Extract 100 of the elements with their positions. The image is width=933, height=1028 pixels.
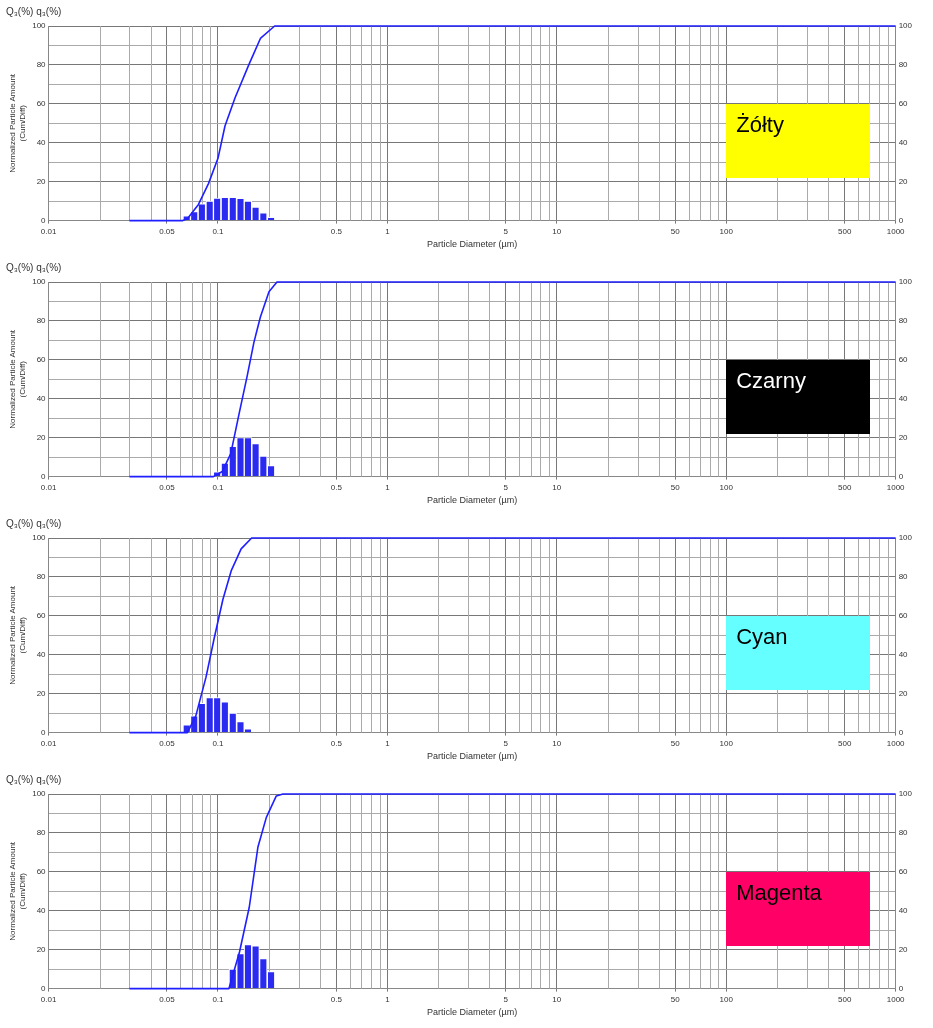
x-tick-label: 0.1 [212, 994, 225, 1004]
y-tick-label: 40 [36, 649, 47, 659]
chart-title: Q₃(%) q₃(%) [6, 5, 62, 17]
x-tick-label: 0.05 [159, 994, 176, 1004]
x-tick-label: 500 [837, 994, 852, 1004]
y-axis-title: Normalized Particle Amount (Cum/Diff) [8, 585, 27, 685]
x-tick-label: 0.01 [40, 482, 57, 492]
x-tick-label: 5 [503, 482, 509, 492]
x-tick-label: 50 [670, 226, 681, 236]
y2-tick-label: 0 [898, 983, 904, 993]
y2-tick-label: 40 [898, 137, 909, 147]
x-tick-label: 1 [385, 482, 391, 492]
x-tick-label: 500 [837, 738, 852, 748]
y-tick-label: 20 [36, 944, 47, 954]
x-tick-label: 0.05 [159, 482, 176, 492]
x-tick-label: 1 [385, 994, 391, 1004]
x-tick-label: 5 [503, 738, 509, 748]
chart-title: Q₃(%) q₃(%) [6, 261, 62, 273]
y-tick-label: 40 [36, 905, 47, 915]
x-axis-title: Particle Diameter (µm) [427, 1007, 518, 1018]
y2-tick-label: 20 [898, 176, 909, 186]
y2-tick-label: 100 [898, 21, 913, 31]
y-tick-label: 100 [32, 789, 47, 799]
y2-tick-label: 0 [898, 471, 904, 481]
x-tick-label: 0.5 [330, 482, 343, 492]
y-tick-label: 100 [32, 277, 47, 287]
y2-tick-label: 20 [898, 944, 909, 954]
y-tick-label: 80 [36, 572, 47, 582]
x-tick-label: 100 [719, 738, 734, 748]
y2-tick-label: 100 [898, 533, 913, 543]
y-tick-label: 40 [36, 137, 47, 147]
y-tick-label: 20 [36, 176, 47, 186]
x-tick-label: 0.01 [40, 994, 57, 1004]
x-tick-label: 50 [670, 482, 681, 492]
x-tick-label: 0.05 [159, 226, 176, 236]
y-tick-label: 20 [36, 688, 47, 698]
x-tick-label: 50 [670, 738, 681, 748]
y-tick-label: 0 [41, 727, 47, 737]
y2-tick-label: 0 [898, 727, 904, 737]
label-box: Czarny [726, 359, 871, 434]
y2-tick-label: 20 [898, 688, 909, 698]
y-axis-title: Normalized Particle Amount (Cum/Diff) [8, 841, 27, 941]
chart-title: Q₃(%) q₃(%) [6, 517, 62, 529]
label-box: Magenta [726, 871, 871, 946]
x-axis-title: Particle Diameter (µm) [427, 751, 518, 762]
x-tick-label: 0.01 [40, 738, 57, 748]
y2-tick-label: 80 [898, 572, 909, 582]
y2-tick-label: 0 [898, 215, 904, 225]
label-box: Cyan [726, 615, 871, 690]
x-tick-label: 1000 [886, 994, 906, 1004]
y-tick-label: 0 [41, 215, 47, 225]
x-axis-title: Particle Diameter (µm) [427, 495, 518, 506]
y2-tick-label: 100 [898, 277, 913, 287]
label-box: Żółty [726, 103, 871, 178]
x-tick-label: 1000 [886, 482, 906, 492]
x-tick-label: 5 [503, 994, 509, 1004]
x-tick-label: 50 [670, 994, 681, 1004]
y2-tick-label: 40 [898, 649, 909, 659]
y-axis-title: Normalized Particle Amount (Cum/Diff) [8, 73, 27, 173]
y2-tick-label: 60 [898, 867, 909, 877]
x-tick-label: 500 [837, 482, 852, 492]
x-tick-label: 100 [719, 994, 734, 1004]
y-tick-label: 60 [36, 99, 47, 109]
y-tick-label: 20 [36, 432, 47, 442]
y2-tick-label: 80 [898, 60, 909, 70]
y-axis-title: Normalized Particle Amount (Cum/Diff) [8, 329, 27, 429]
x-tick-label: 1000 [886, 226, 906, 236]
x-axis-title: Particle Diameter (µm) [427, 239, 518, 250]
y2-tick-label: 60 [898, 99, 909, 109]
y-tick-label: 100 [32, 533, 47, 543]
x-tick-label: 0.5 [330, 226, 343, 236]
y-tick-label: 60 [36, 355, 47, 365]
y2-tick-label: 60 [898, 355, 909, 365]
x-tick-label: 0.1 [212, 738, 225, 748]
x-tick-label: 5 [503, 226, 509, 236]
y-tick-label: 0 [41, 471, 47, 481]
x-tick-label: 500 [837, 226, 852, 236]
x-tick-label: 100 [719, 482, 734, 492]
y2-tick-label: 40 [898, 905, 909, 915]
y-tick-label: 40 [36, 393, 47, 403]
x-tick-label: 0.5 [330, 994, 343, 1004]
y2-tick-label: 80 [898, 316, 909, 326]
x-tick-label: 0.5 [330, 738, 343, 748]
x-tick-label: 100 [719, 226, 734, 236]
x-tick-label: 10 [552, 738, 562, 748]
y-tick-label: 100 [32, 21, 47, 31]
x-tick-label: 0.05 [159, 738, 176, 748]
y-tick-label: 0 [41, 983, 47, 993]
x-tick-label: 1000 [886, 738, 906, 748]
x-tick-label: 10 [552, 226, 562, 236]
x-tick-label: 1 [385, 738, 391, 748]
x-tick-label: 1 [385, 226, 391, 236]
x-tick-label: 0.1 [212, 226, 225, 236]
y-tick-label: 80 [36, 828, 47, 838]
y-tick-label: 80 [36, 316, 47, 326]
y2-tick-label: 60 [898, 611, 909, 621]
y2-tick-label: 20 [898, 432, 909, 442]
y2-tick-label: 80 [898, 828, 909, 838]
x-tick-label: 0.1 [212, 482, 225, 492]
y-tick-label: 60 [36, 611, 47, 621]
